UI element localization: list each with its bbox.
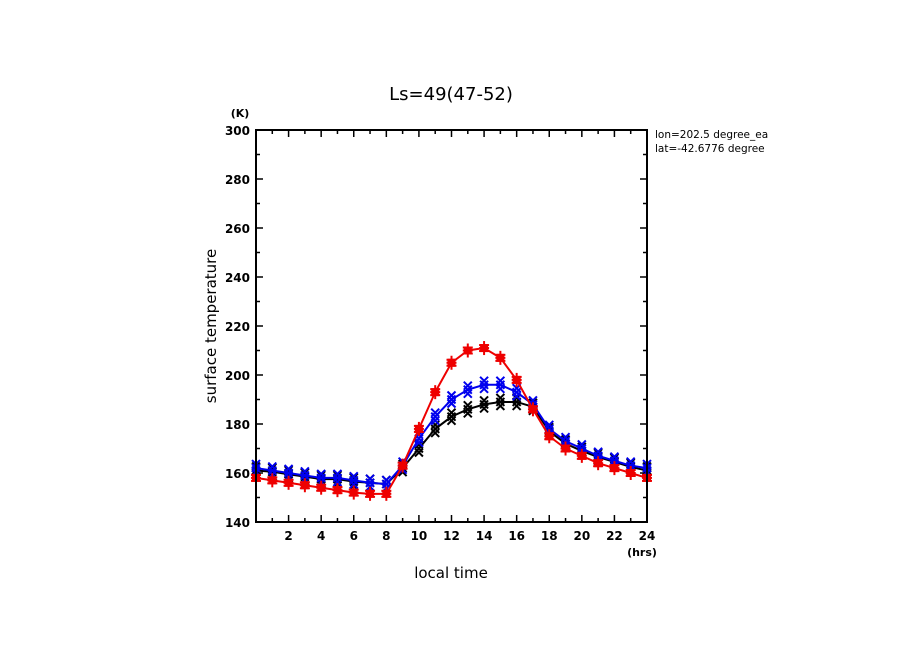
data-point-black bbox=[430, 420, 440, 438]
y-tick-label: 300 bbox=[225, 124, 250, 138]
y-unit-label: (K) bbox=[231, 107, 250, 120]
data-point-red bbox=[299, 478, 310, 493]
x-tick-label: 14 bbox=[476, 529, 493, 543]
data-point-black bbox=[446, 407, 457, 426]
data-point-red bbox=[495, 350, 506, 365]
data-point-black bbox=[495, 393, 506, 411]
y-tick-label: 140 bbox=[225, 516, 250, 530]
x-tick-label: 4 bbox=[317, 529, 325, 543]
x-tick-label: 20 bbox=[573, 529, 590, 543]
annotation-lon: lon=202.5 degree_ea bbox=[655, 129, 768, 141]
chart-title: Ls=49(47-52) bbox=[389, 84, 513, 105]
y-tick-label: 260 bbox=[225, 222, 250, 236]
y-tick-label: 180 bbox=[225, 418, 250, 432]
data-point-red bbox=[625, 466, 636, 480]
data-point-red bbox=[316, 480, 327, 495]
data-point-blue bbox=[365, 474, 375, 492]
x-tick-label: 10 bbox=[411, 529, 428, 543]
data-point-red bbox=[446, 355, 457, 370]
y-tick-label: 220 bbox=[225, 320, 250, 334]
data-point-blue bbox=[446, 390, 457, 409]
data-point-red bbox=[479, 341, 490, 356]
data-point-red bbox=[348, 485, 359, 500]
data-point-red bbox=[332, 483, 343, 498]
data-point-blue bbox=[479, 376, 489, 394]
data-point-blue bbox=[332, 469, 343, 487]
x-axis-title: local time bbox=[414, 564, 488, 582]
data-point-blue bbox=[511, 383, 522, 401]
data-point-red bbox=[593, 456, 604, 471]
data-point-red bbox=[267, 473, 278, 488]
y-axis-title: surface temperature bbox=[202, 249, 220, 404]
annotation-lat: lat=-42.6776 degree bbox=[655, 143, 765, 155]
x-tick-label: 2 bbox=[284, 529, 292, 543]
data-point-red bbox=[413, 421, 424, 436]
data-point-red bbox=[511, 372, 522, 387]
data-point-red bbox=[527, 402, 538, 417]
x-tick-label: 8 bbox=[382, 529, 390, 543]
x-unit-label: (hrs) bbox=[627, 546, 657, 559]
series-line-black bbox=[255, 400, 648, 486]
data-point-blue bbox=[430, 407, 440, 426]
data-point-red bbox=[560, 441, 571, 456]
data-point-blue bbox=[316, 469, 326, 487]
data-point-red bbox=[462, 343, 473, 358]
y-tick-label: 240 bbox=[225, 271, 250, 285]
x-tick-label: 16 bbox=[508, 529, 525, 543]
data-point-blue bbox=[495, 376, 506, 394]
axes: 2 4 6 8 10 12 14 16 18 20 22 2414016018020022024026… bbox=[225, 124, 655, 543]
data-point-black bbox=[463, 400, 473, 419]
data-point-blue bbox=[463, 380, 473, 399]
series-layer bbox=[251, 341, 652, 501]
x-tick-label: 18 bbox=[541, 529, 558, 543]
x-tick-label: 6 bbox=[350, 529, 358, 543]
data-point-red bbox=[397, 458, 408, 473]
x-tick-label: 24 bbox=[639, 529, 656, 543]
x-tick-label: 22 bbox=[606, 529, 623, 543]
data-point-red bbox=[365, 486, 376, 501]
y-tick-label: 280 bbox=[225, 173, 250, 187]
data-point-red bbox=[283, 475, 294, 490]
plot-frame bbox=[255, 129, 648, 523]
data-point-red bbox=[430, 385, 441, 400]
series-blue bbox=[251, 376, 652, 493]
data-point-red bbox=[576, 448, 587, 463]
x-tick-label: 12 bbox=[443, 529, 460, 543]
data-point-blue bbox=[349, 471, 359, 490]
data-point-black bbox=[479, 395, 489, 414]
y-tick-label: 160 bbox=[225, 467, 250, 481]
data-point-red bbox=[544, 429, 555, 444]
data-point-red bbox=[381, 486, 392, 501]
y-tick-label: 200 bbox=[225, 369, 250, 383]
data-point-red bbox=[609, 461, 620, 476]
